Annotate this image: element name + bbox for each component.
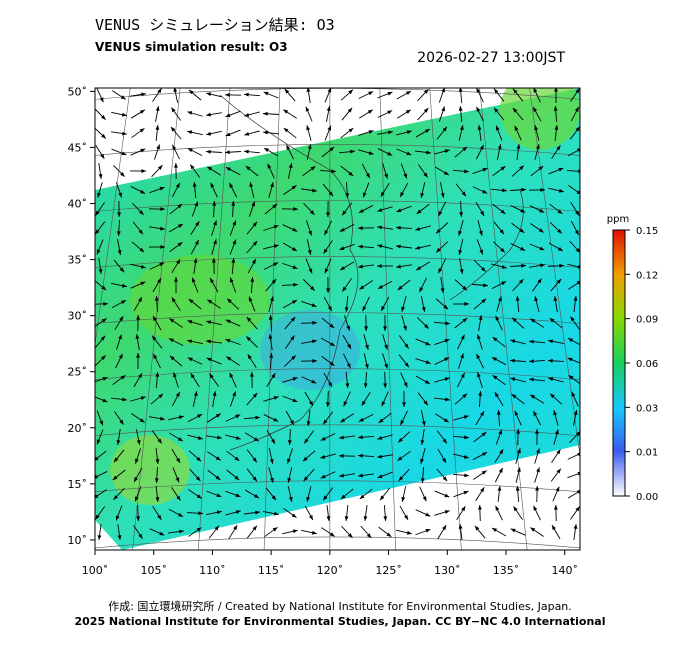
y-tick-label: 15˚ (68, 478, 88, 491)
x-tick-label: 100˚ (82, 564, 109, 577)
y-tick-label: 25˚ (68, 366, 88, 379)
x-tick-label: 140˚ (551, 564, 578, 577)
colorbar-tick-label: 0.06 (636, 359, 658, 370)
wind-arrow-head (464, 491, 469, 495)
wind-arrow-head (364, 516, 368, 521)
colorbar-tick-label: 0.12 (636, 270, 658, 281)
subtitle: VENUS simulation result: O3 (95, 40, 288, 54)
wind-arrow-head (445, 510, 450, 514)
wind-arrow-head (556, 469, 560, 474)
wind-arrow-head (482, 470, 487, 474)
wind-arrow-head (461, 506, 465, 511)
y-tick-label: 35˚ (68, 254, 88, 267)
wind-arrow-head (140, 110, 145, 114)
colorbar (613, 230, 625, 496)
map-area (67, 70, 593, 550)
wind-arrow-head (141, 93, 146, 97)
colorbar-tick-label: 0.09 (636, 315, 658, 326)
wind-arrow-head (122, 113, 127, 117)
wind-arrow-head (401, 497, 405, 502)
wind-arrow-head (99, 174, 103, 179)
wind-arrow-head (225, 93, 230, 97)
colorbar-tick-label: 0.15 (636, 226, 658, 237)
x-tick-label: 135˚ (493, 564, 520, 577)
y-tick-label: 45˚ (68, 141, 88, 154)
wind-arrow-head (141, 169, 146, 173)
x-tick-label: 130˚ (434, 564, 461, 577)
wind-arrow-head (206, 150, 211, 154)
credit: 作成: 国立環境研究所 / Created by National Instit… (108, 599, 572, 613)
wind-arrow-head (190, 165, 194, 170)
wind-arrow-head (263, 112, 268, 116)
wind-arrow-head (226, 132, 231, 136)
colorbar-tick-label: 0.01 (636, 448, 658, 459)
wind-arrow-head (174, 163, 178, 168)
wind-arrow-head (187, 130, 192, 134)
x-tick-label: 125˚ (375, 564, 402, 577)
title: VENUS シミュレーション結果: O3 (95, 16, 335, 34)
wind-arrow-head (157, 88, 161, 93)
wind-arrow-head (187, 111, 192, 115)
license: 2025 National Institute for Environmenta… (74, 615, 605, 628)
wind-arrow-head (156, 106, 160, 111)
field-patch (500, 70, 580, 150)
wind-arrow-head (478, 505, 482, 510)
y-tick-label: 20˚ (68, 422, 88, 435)
wind-arrow-head (122, 132, 127, 136)
y-tick-label: 40˚ (68, 198, 88, 211)
wind-arrow-head (406, 110, 411, 114)
wind-arrow-head (578, 169, 583, 173)
timestamp: 2026-02-27 13:00JST (417, 50, 565, 66)
wind-arrow-head (273, 527, 278, 531)
wind-arrow-head (536, 467, 540, 472)
wind-arrow-head (554, 505, 558, 510)
wind-arrow-head (459, 524, 463, 529)
wind-arrow-head (330, 532, 335, 536)
wind-arrow-head (574, 524, 578, 529)
wind-arrow-head (444, 494, 449, 498)
wind-arrow-head (368, 110, 373, 114)
x-tick-label: 115˚ (258, 564, 285, 577)
wind-arrow-head (327, 126, 331, 131)
wind-arrow-head (171, 107, 175, 112)
wind-arrow-head (426, 529, 431, 533)
wind-arrow-head (441, 106, 445, 111)
field-patch (110, 435, 190, 505)
colorbar-tick-label: 0.00 (636, 492, 658, 503)
y-tick-label: 30˚ (68, 310, 88, 323)
wind-arrow-head (312, 531, 317, 535)
wind-arrow-head (121, 151, 126, 155)
wind-arrow-head (293, 529, 298, 533)
x-tick-label: 105˚ (140, 564, 167, 577)
colorbar-tick-label: 0.03 (636, 403, 658, 414)
y-tick-label: 50˚ (68, 85, 88, 98)
wind-arrow-head (530, 528, 535, 532)
wind-arrow-head (206, 132, 211, 136)
wind-arrow-head (156, 144, 160, 149)
wind-arrow-head (283, 110, 288, 114)
wind-arrow-head (233, 525, 237, 530)
wind-arrow-head (140, 128, 145, 132)
wind-arrow-head (206, 113, 211, 117)
colorbar-unit: ppm (607, 214, 629, 225)
wind-arrow-head (480, 487, 484, 492)
x-tick-label: 120˚ (317, 564, 344, 577)
y-tick-label: 10˚ (68, 534, 88, 547)
x-tick-label: 110˚ (199, 564, 226, 577)
wind-arrow-head (387, 92, 392, 96)
wind-arrow-head (292, 513, 297, 517)
wind-arrow-head (514, 506, 518, 511)
wind-arrow-head (264, 92, 269, 96)
wind-arrow-head (575, 506, 579, 511)
wind-arrow-head (98, 535, 102, 540)
field-patch (260, 310, 360, 390)
